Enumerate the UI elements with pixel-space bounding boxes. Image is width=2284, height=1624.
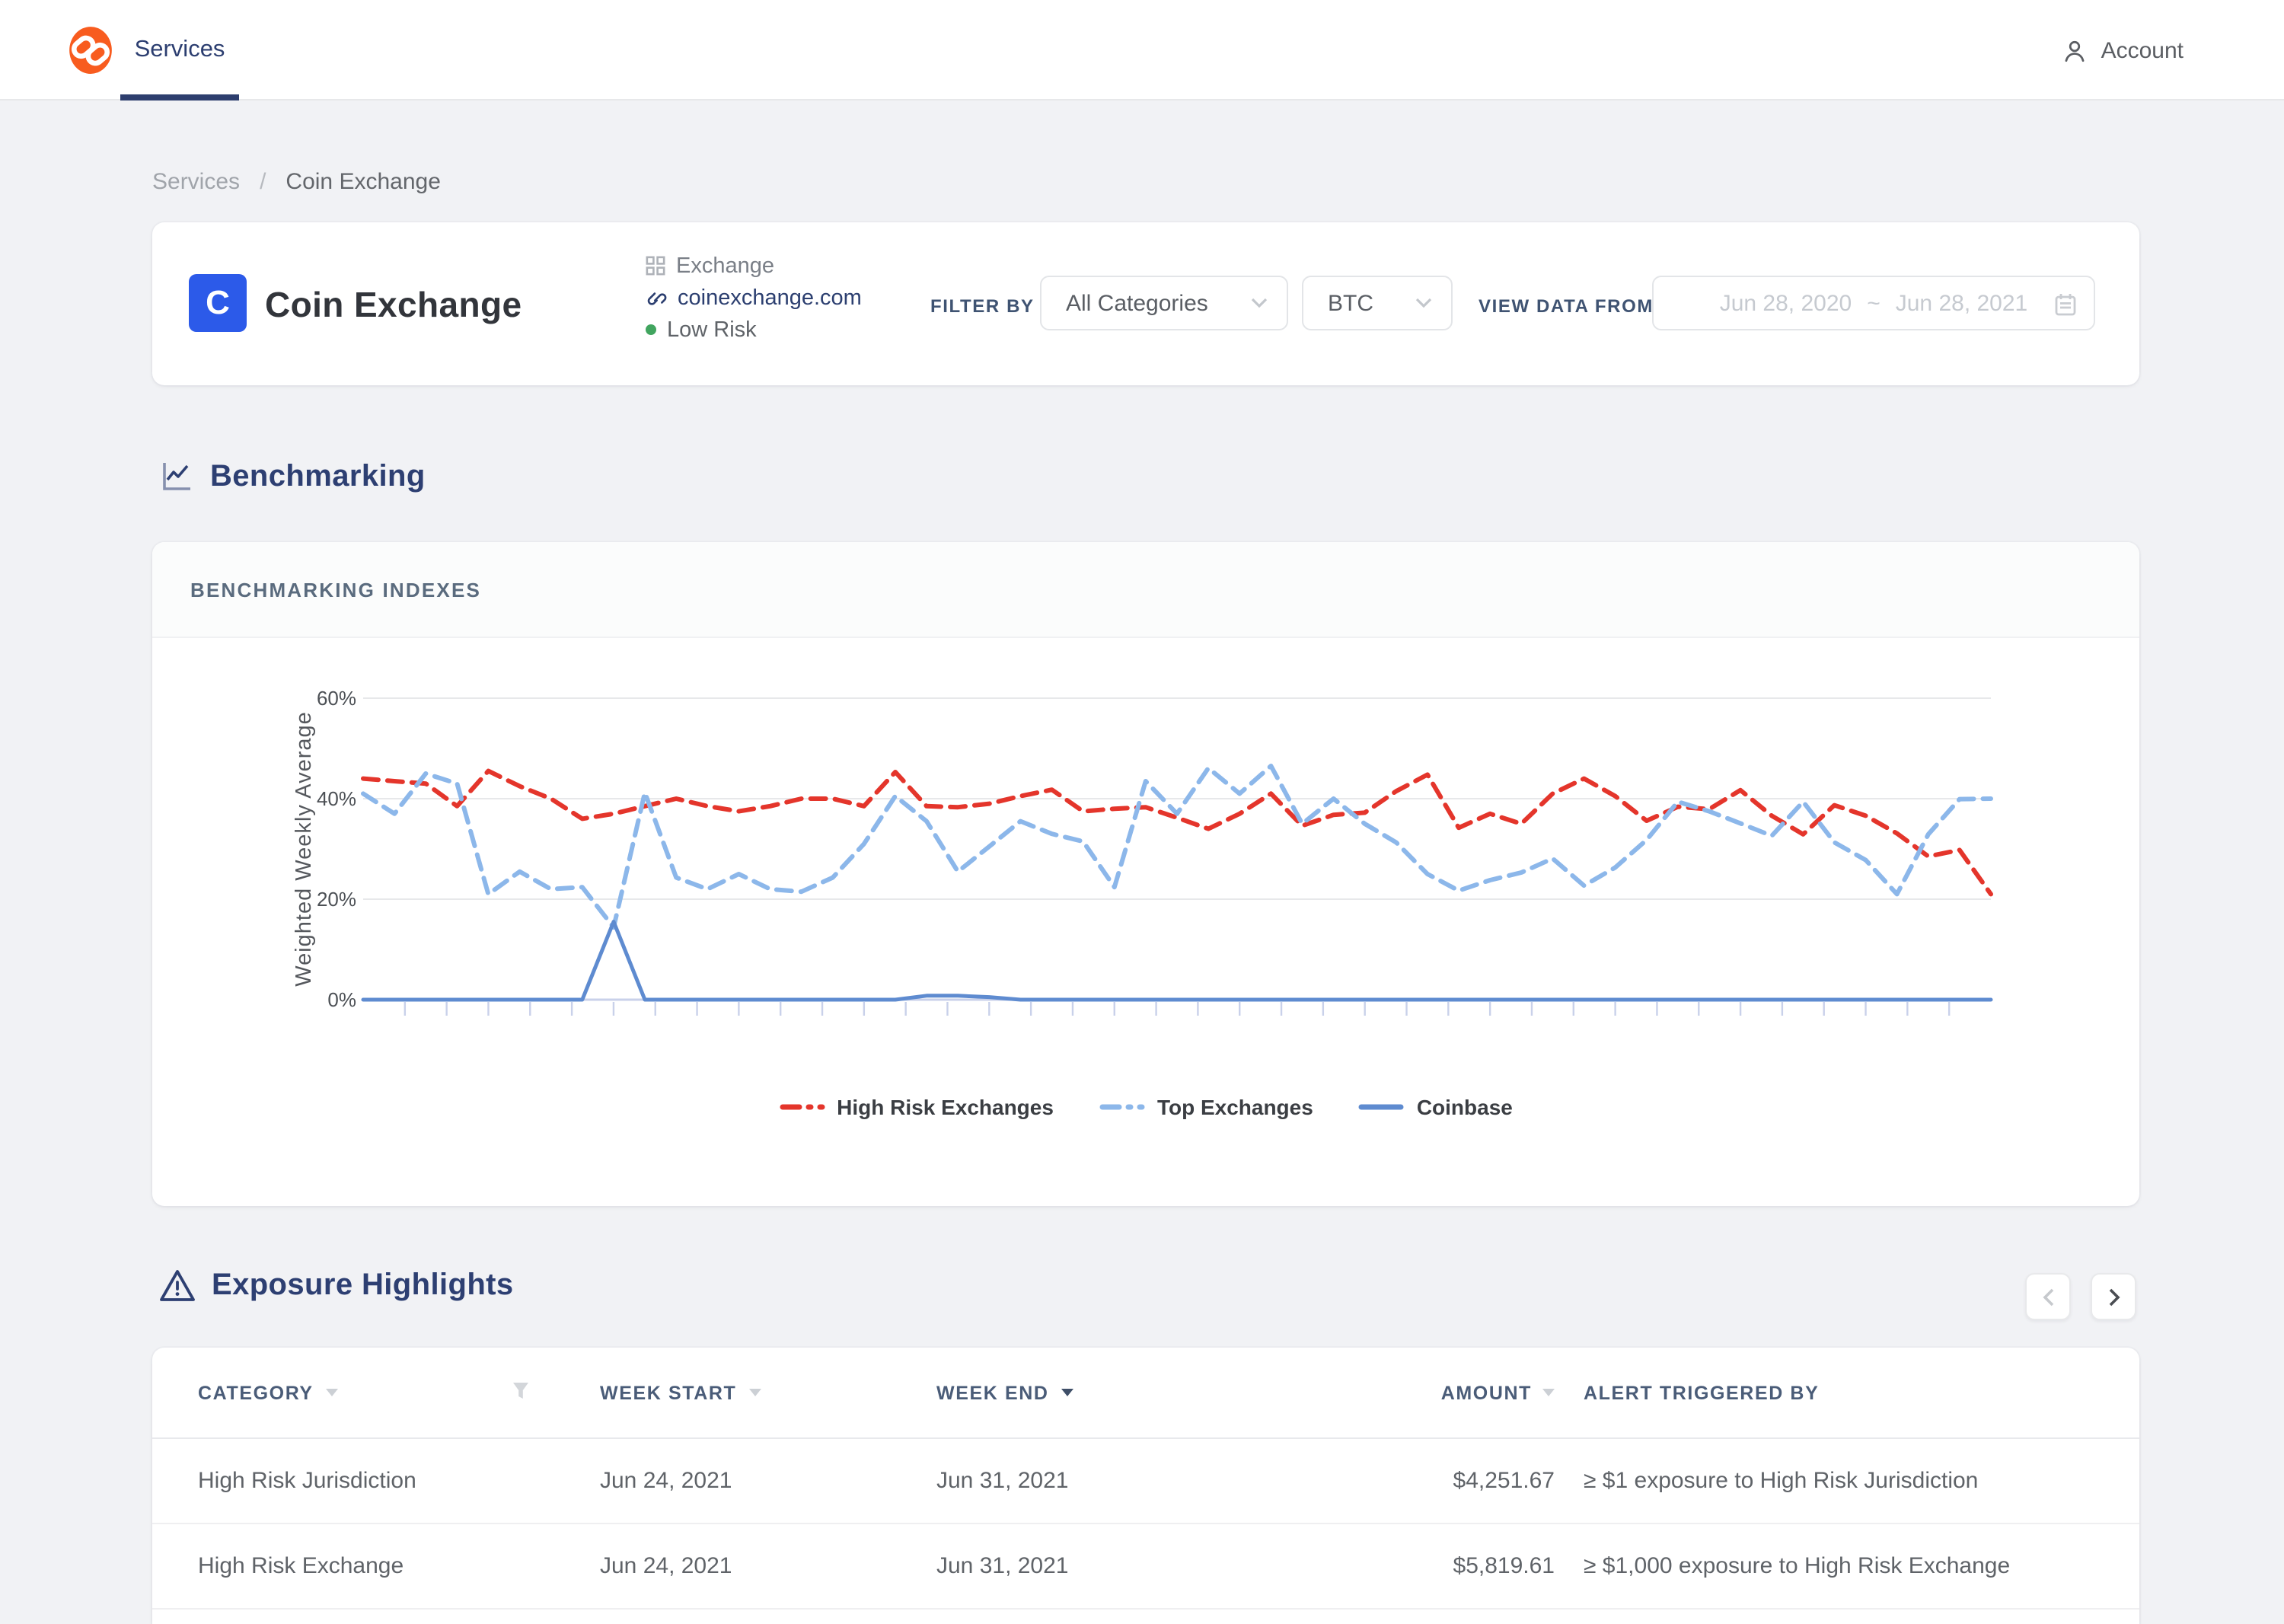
entity-risk-row: Low Risk: [646, 318, 862, 341]
column-label: CATEGORY: [198, 1382, 314, 1403]
person-icon: [2062, 37, 2088, 63]
column-label: WEEK START: [600, 1382, 736, 1403]
date-start: Jun 28, 2020: [1720, 290, 1852, 316]
table-cell: Jun 31, 2021: [936, 1553, 1273, 1579]
exposure-section-title: Exposure Highlights: [212, 1268, 514, 1303]
table-cell: ≥ $1,000 exposure to High Risk Exchange: [1555, 1553, 2139, 1579]
sort-icon-active-desc: [1061, 1389, 1073, 1396]
legend-swatch: [1359, 1101, 1405, 1113]
entity-meta: Exchange coinexchange.com Low Risk: [646, 254, 862, 341]
breadcrumb: Services / Coin Exchange: [152, 169, 441, 195]
chevron-down-icon: [1415, 297, 1433, 309]
column-header-category[interactable]: CATEGORY: [152, 1382, 600, 1403]
legend-item[interactable]: Coinbase: [1359, 1095, 1513, 1119]
funnel-icon[interactable]: [512, 1381, 530, 1401]
benchmarking-chart-plot: 0% 20% 40% 60%Weighted Weekly Average: [152, 638, 2139, 1206]
benchmarking-card: BENCHMARKING INDEXES 0% 20% 40% 60%Weighted…: [152, 542, 2139, 1206]
column-header-week-end[interactable]: WEEK END: [936, 1382, 1273, 1403]
grid-icon: [646, 256, 665, 276]
entity-website-link[interactable]: coinexchange.com: [678, 286, 862, 310]
view-data-from-label: VIEW DATA FROM: [1479, 295, 1654, 317]
asset-dropdown[interactable]: BTC: [1302, 276, 1453, 330]
table-cell: ≥ $1 exposure to High Risk Jurisdiction: [1555, 1468, 2139, 1494]
svg-text:60%: 60%: [317, 687, 356, 710]
chevron-down-icon: [1250, 297, 1268, 309]
svg-text:40%: 40%: [317, 787, 356, 810]
category-dropdown[interactable]: All Categories: [1040, 276, 1288, 330]
legend-label: High Risk Exchanges: [837, 1095, 1054, 1119]
sort-icon: [1542, 1389, 1555, 1396]
line-chart-icon: [158, 458, 195, 495]
table-cell: High Risk Exchange: [152, 1553, 600, 1579]
table-cell: $4,251.67: [1273, 1468, 1555, 1494]
table-row[interactable]: High Risk ExchangeJun 24, 2021Jun 31, 20…: [152, 1524, 2139, 1610]
entity-website-row: coinexchange.com: [646, 286, 862, 309]
column-header-amount[interactable]: AMOUNT: [1273, 1382, 1555, 1403]
entity-avatar-letter: C: [206, 283, 230, 323]
warning-triangle-icon: [158, 1268, 196, 1303]
calendar-icon: [2054, 292, 2077, 317]
column-header-alert-triggered-by: ALERT TRIGGERED BY: [1555, 1382, 2139, 1403]
account-label: Account: [2101, 37, 2184, 63]
benchmarking-chart: 0% 20% 40% 60%Weighted Weekly Average High …: [152, 638, 2139, 1206]
page-title: Coin Exchange: [265, 285, 522, 326]
svg-text:20%: 20%: [317, 888, 356, 911]
chevron-right-icon: [2105, 1286, 2122, 1307]
previous-page-button[interactable]: [2025, 1273, 2071, 1320]
column-header-week-start[interactable]: WEEK START: [600, 1382, 936, 1403]
table-cell: Jun 31, 2021: [936, 1468, 1273, 1494]
benchmarking-section-heading: Benchmarking: [158, 458, 426, 495]
table-cell: High Risk Jurisdiction: [152, 1468, 600, 1494]
filter-by-label: FILTER BY: [930, 295, 1035, 317]
sort-icon: [748, 1389, 761, 1396]
entity-type: Exchange: [676, 254, 774, 278]
column-label: ALERT TRIGGERED BY: [1584, 1382, 1819, 1403]
table-row[interactable]: High Risk JurisdictionJun 24, 2021Jun 31…: [152, 1439, 2139, 1524]
benchmarking-card-title: BENCHMARKING INDEXES: [152, 542, 2139, 638]
table-cell: Jun 24, 2021: [600, 1468, 936, 1494]
account-menu[interactable]: Account: [2062, 0, 2184, 101]
top-navigation-bar: Services Account: [0, 0, 2284, 101]
next-page-button[interactable]: [2091, 1273, 2136, 1320]
chevron-left-icon: [2040, 1286, 2056, 1307]
date-range-separator: ~: [1867, 290, 1880, 316]
chart-legend: High Risk Exchanges Top Exchanges Coinbase: [152, 1095, 2139, 1119]
column-label: AMOUNT: [1441, 1382, 1532, 1403]
asset-dropdown-value: BTC: [1328, 290, 1373, 316]
exposure-table-card: CATEGORY WEEK START WEEK END AMOUNT ALER…: [152, 1348, 2139, 1624]
tab-services-label: Services: [135, 37, 225, 64]
entity-type-row: Exchange: [646, 254, 862, 277]
benchmarking-section-title: Benchmarking: [210, 459, 426, 494]
svg-text:0%: 0%: [327, 988, 356, 1011]
entity-header-card: C Coin Exchange Exchange: [152, 222, 2139, 385]
legend-item[interactable]: High Risk Exchanges: [779, 1095, 1054, 1119]
legend-swatch: [1099, 1101, 1145, 1113]
legend-label: Coinbase: [1417, 1095, 1513, 1119]
risk-status-dot: [646, 324, 656, 335]
exposure-table-header: CATEGORY WEEK START WEEK END AMOUNT ALER…: [152, 1348, 2139, 1439]
legend-label: Top Exchanges: [1157, 1095, 1313, 1119]
date-range-picker[interactable]: Jun 28, 2020 ~ Jun 28, 2021: [1652, 276, 2095, 330]
exposure-table-body: High Risk JurisdictionJun 24, 2021Jun 31…: [152, 1439, 2139, 1610]
svg-text:Weighted Weekly Average: Weighted Weekly Average: [292, 711, 316, 987]
legend-item[interactable]: Top Exchanges: [1099, 1095, 1313, 1119]
risk-status-label: Low Risk: [667, 317, 757, 342]
tab-services[interactable]: Services: [120, 0, 239, 101]
breadcrumb-separator: /: [260, 169, 266, 195]
breadcrumb-current: Coin Exchange: [286, 169, 440, 195]
brand-logo-icon[interactable]: [65, 24, 116, 76]
breadcrumb-services[interactable]: Services: [152, 169, 240, 195]
exposure-section-heading: Exposure Highlights: [158, 1268, 514, 1303]
link-icon: [646, 287, 667, 308]
table-cell: $5,819.61: [1273, 1553, 1555, 1579]
page: Services Account Services / Coin Exchang…: [0, 0, 2284, 1624]
entity-avatar: C: [189, 274, 247, 332]
legend-swatch: [779, 1101, 825, 1113]
active-tab-underline: [120, 94, 239, 101]
category-dropdown-value: All Categories: [1066, 290, 1208, 316]
table-cell: Jun 24, 2021: [600, 1553, 936, 1579]
date-end: Jun 28, 2021: [1896, 290, 2028, 316]
column-label: WEEK END: [936, 1382, 1049, 1403]
sort-icon: [326, 1389, 338, 1396]
